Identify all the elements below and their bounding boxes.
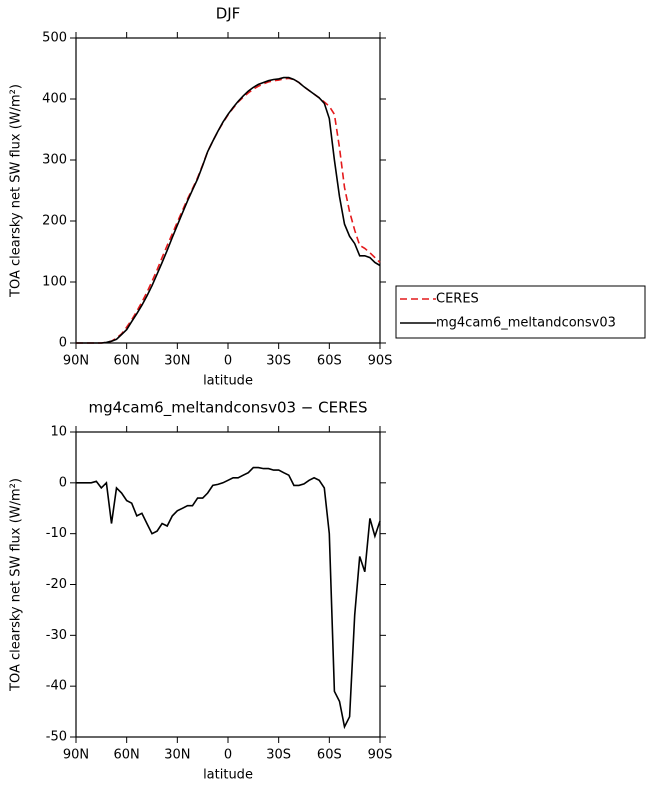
y-tick-label: 300 [42,153,67,168]
y-tick-label: -20 [46,577,67,592]
x-tick-label: 60S [317,354,342,369]
data-line [76,466,381,730]
x-tick-label: 90N [63,354,89,369]
y-tick-label: 10 [50,425,67,440]
legend-label: CERES [436,292,479,307]
chart-title: mg4cam6_meltandconsv03 − CERES [88,399,367,418]
y-tick-label: 0 [59,475,67,490]
y-axis-label: TOA clearsky net SW flux (W/m²) [9,84,24,298]
chart-title: DJF [216,5,241,23]
x-tick-label: 90S [368,354,393,369]
legend-box [395,285,646,339]
y-tick-label: -50 [46,730,67,745]
legend-label: mg4cam6_meltandconsv03 [436,316,616,331]
x-tick-label: 30S [266,748,291,763]
y-tick-label: 400 [42,92,67,107]
y-tick-label: 200 [42,214,67,229]
x-tick-label: 90S [368,748,393,763]
x-tick-label: 0 [224,748,232,763]
x-axis-label: latitude [203,768,253,783]
x-tick-label: 60N [114,354,140,369]
data-line [76,77,381,344]
x-tick-label: 60S [317,748,342,763]
x-axis-label: latitude [203,374,253,389]
y-tick-label: 0 [59,336,67,351]
x-tick-label: 30S [266,354,291,369]
x-tick-label: 0 [224,354,232,369]
y-tick-label: -30 [46,628,67,643]
x-tick-label: 90N [63,748,89,763]
y-axis-label: TOA clearsky net SW flux (W/m²) [9,478,24,692]
y-tick-label: -40 [46,679,67,694]
x-tick-label: 30N [164,354,190,369]
y-tick-label: 100 [42,275,67,290]
x-tick-label: 60N [114,748,140,763]
plot-frame [75,37,381,344]
data-line [76,76,381,344]
y-tick-label: 500 [42,31,67,46]
x-tick-label: 30N [164,748,190,763]
y-tick-label: -10 [46,526,67,541]
